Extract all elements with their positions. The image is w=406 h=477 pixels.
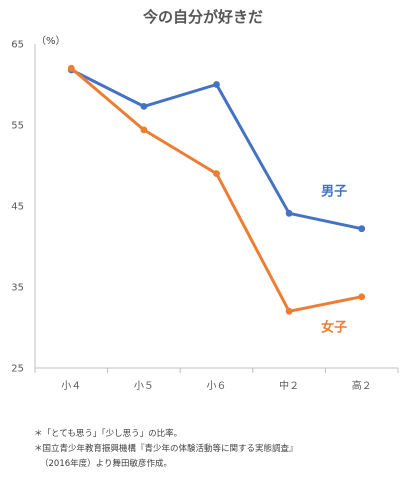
y-tick-label: 25	[11, 364, 24, 375]
series-label: 女子	[321, 319, 347, 335]
data-point	[140, 102, 148, 110]
footnote-3: （2016年度）より舞田敏彦作成。	[40, 459, 172, 469]
data-point	[213, 170, 220, 178]
data-point	[213, 81, 220, 88]
footnotes: ＊「とても思う」「少し思う」の比率。 ＊国立青少年教育振興機構『青少年の体験活動…	[34, 427, 298, 472]
y-tick-label: 65	[11, 40, 24, 51]
y-axis-unit-label: （%）	[36, 35, 66, 47]
y-tick-label: 55	[11, 121, 24, 132]
y-tick-label: 35	[11, 283, 24, 294]
series-line	[69, 66, 364, 313]
x-tick-label: 高２	[352, 379, 372, 392]
data-point	[140, 126, 148, 134]
series-label: 男子	[321, 184, 347, 199]
data-point	[358, 293, 366, 301]
x-tick-label: 小５	[134, 380, 154, 392]
data-point	[285, 209, 293, 217]
series-line	[69, 68, 364, 231]
axes: 25 35 45 55 65 小４ 小５ 小６ 中２ 高２	[11, 40, 399, 392]
y-tick-label: 45	[11, 202, 24, 213]
footnote-2: ＊国立青少年教育振興機構『青少年の体験活動等に関する実態調査』	[34, 444, 298, 454]
x-tick-label: 中２	[279, 379, 299, 392]
x-tick-label: 小４	[61, 380, 81, 392]
data-point	[67, 64, 75, 72]
data-point	[285, 307, 293, 315]
x-tick-label: 小６	[207, 380, 227, 392]
footnote-1: ＊「とても思う」「少し思う」の比率。	[34, 429, 183, 439]
chart-title: 今の自分が好きだ	[142, 8, 263, 26]
data-point	[358, 225, 366, 233]
